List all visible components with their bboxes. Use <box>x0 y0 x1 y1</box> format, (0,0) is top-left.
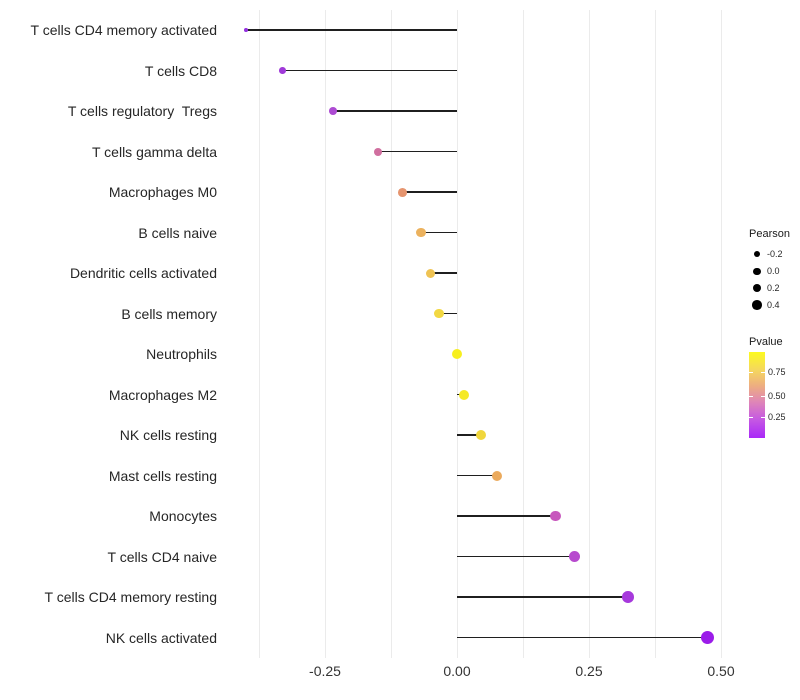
lollipop-stem <box>245 29 457 31</box>
y-axis-label: Macrophages M0 <box>108 184 217 201</box>
y-axis-label: Dendritic cells activated <box>69 265 217 282</box>
pearson-legend-dot <box>752 283 762 293</box>
pearson-legend-label: -0.2 <box>767 249 783 260</box>
pearson-legend-label: 0.0 <box>767 266 780 277</box>
pvalue-legend-label: 0.50 <box>768 390 786 401</box>
pvalue-gradient-bar <box>749 352 765 438</box>
lollipop-stem <box>332 110 457 112</box>
x-axis-tick-label: 0.50 <box>707 663 735 679</box>
y-axis-label: T cells CD4 memory activated <box>30 22 217 39</box>
x-gridline <box>522 10 524 658</box>
lollipop-dot <box>452 349 462 360</box>
lollipop-stem <box>421 231 457 234</box>
lollipop-dot <box>329 107 337 116</box>
x-axis-tick-label: 0.25 <box>575 663 603 679</box>
lollipop-dot <box>279 67 287 74</box>
pearson-legend-title: Pearson <box>749 228 790 240</box>
lollipop-stem <box>439 312 457 315</box>
pvalue-bar-tick <box>749 372 753 374</box>
y-axis-label: NK cells activated <box>105 629 217 646</box>
y-axis-label: T cells CD8 <box>144 62 217 79</box>
lollipop-stem <box>457 636 708 639</box>
lollipop-stem <box>377 150 457 153</box>
y-axis-label: T cells gamma delta <box>91 143 217 160</box>
x-axis-tick-label: -0.25 <box>309 663 341 679</box>
lollipop-stem <box>282 69 457 72</box>
lollipop-dot <box>373 147 382 156</box>
lollipop-dot <box>550 510 562 522</box>
pearson-legend-label: 0.4 <box>767 300 780 310</box>
lollipop-dot <box>434 308 444 319</box>
pearson-legend-label: 0.2 <box>767 283 780 294</box>
pvalue-legend-title: Pvalue <box>749 336 783 348</box>
pvalue-bar-tick <box>761 372 765 374</box>
lollipop-stem <box>457 434 481 436</box>
lollipop-stem <box>457 515 556 517</box>
lollipop-dot <box>492 470 503 481</box>
pvalue-legend-label: 0.25 <box>768 411 786 422</box>
y-axis-label: B cells naive <box>138 224 217 241</box>
x-gridline <box>258 10 260 658</box>
lollipop-stem <box>402 191 457 193</box>
y-axis-label: Mast cells resting <box>108 467 217 484</box>
pearson-legend-dot <box>754 251 760 258</box>
lollipop-dot <box>622 591 634 604</box>
pvalue-bar-tick <box>761 395 765 397</box>
lollipop-stem <box>457 555 575 558</box>
x-gridline <box>588 10 590 658</box>
lollipop-dot <box>416 228 426 238</box>
y-axis-label: Neutrophils <box>146 346 217 363</box>
lollipop-dot <box>569 551 581 563</box>
lollipop-stem <box>430 272 457 274</box>
lollipop-dot <box>425 268 436 278</box>
y-axis-label: T cells regulatory Tregs <box>67 103 217 120</box>
x-gridline <box>654 10 656 658</box>
pvalue-legend-label: 0.75 <box>768 367 786 378</box>
y-axis-label: B cells memory <box>121 305 217 322</box>
x-gridline <box>720 10 722 658</box>
y-axis-label: T cells CD4 memory resting <box>44 589 217 606</box>
pearson-legend-dot <box>753 267 761 275</box>
x-gridline <box>390 10 392 658</box>
x-axis-tick-label: 0.00 <box>443 663 471 679</box>
lollipop-dot <box>398 187 407 197</box>
pvalue-bar-tick <box>749 395 753 397</box>
pearson-legend-dot <box>752 300 762 310</box>
pvalue-bar-tick <box>761 416 765 418</box>
y-axis-label: Monocytes <box>149 508 217 525</box>
lollipop-dot <box>475 430 486 441</box>
lollipop-stem <box>457 474 498 477</box>
pvalue-bar-tick <box>749 416 753 418</box>
y-axis-label: T cells CD4 naive <box>107 548 217 565</box>
y-axis-label: NK cells resting <box>119 427 217 444</box>
lollipop-dot <box>458 389 469 400</box>
lollipop-dot <box>701 631 715 645</box>
x-gridline <box>456 10 458 658</box>
x-gridline <box>324 10 326 658</box>
y-axis-label: Macrophages M2 <box>108 386 217 403</box>
lollipop-stem <box>457 596 629 598</box>
lollipop-dot <box>243 28 248 33</box>
